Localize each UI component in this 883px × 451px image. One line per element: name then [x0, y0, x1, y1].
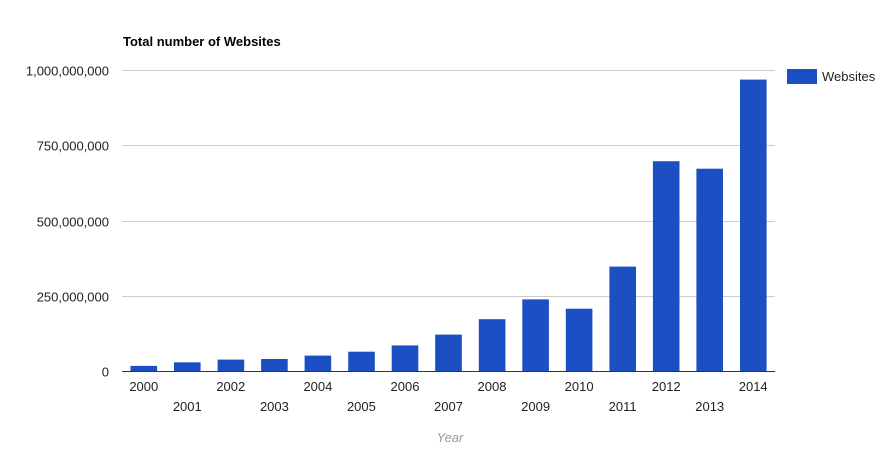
- bar-2008[interactable]: [478, 319, 506, 371]
- bar-2011[interactable]: [609, 266, 636, 371]
- bar-2013[interactable]: [696, 168, 723, 371]
- x-tick-label: 2010: [565, 379, 594, 394]
- legend-label-websites: Websites: [822, 69, 876, 84]
- x-tick-label: 2006: [391, 379, 420, 394]
- x-axis-label: Year: [437, 430, 464, 445]
- x-tick-label: 2012: [652, 379, 681, 394]
- bar-2000[interactable]: [130, 365, 158, 371]
- y-tick-label: 0: [102, 365, 109, 380]
- bar-2006[interactable]: [391, 345, 419, 371]
- x-tick-label: 2013: [695, 399, 724, 414]
- bar-2010[interactable]: [565, 308, 593, 371]
- x-axis-ticks: 2000 2001 2002 2003 2004 2005 2006 2007 2008 2009…: [129, 379, 767, 414]
- x-tick-label: 2003: [260, 399, 289, 414]
- x-tick-label: 2008: [478, 379, 507, 394]
- y-tick-label: 750,000,000: [37, 139, 109, 154]
- y-tick-label: 1,000,000,000: [26, 64, 109, 79]
- x-tick-label: 2001: [173, 399, 202, 414]
- bar-2014[interactable]: [740, 79, 767, 371]
- y-tick-label: 500,000,000: [37, 215, 109, 230]
- bar-2009[interactable]: [522, 299, 549, 371]
- x-tick-label: 2002: [216, 379, 245, 394]
- bars: [130, 79, 767, 371]
- x-tick-label: 2011: [609, 399, 637, 414]
- legend[interactable]: Websites: [787, 69, 876, 84]
- bar-2005[interactable]: [348, 351, 375, 371]
- bar-2007[interactable]: [435, 334, 462, 371]
- y-axis-ticks: 0 250,000,000 500,000,000 750,000,000 1,000,…: [26, 64, 109, 380]
- bar-2003[interactable]: [261, 359, 288, 371]
- bar-2004[interactable]: [304, 355, 332, 371]
- x-tick-label: 2005: [347, 399, 376, 414]
- x-tick-label: 2000: [129, 379, 158, 394]
- x-tick-label: 2009: [521, 399, 550, 414]
- bar-2002[interactable]: [217, 359, 245, 371]
- y-tick-label: 250,000,000: [37, 290, 109, 305]
- bar-2012[interactable]: [652, 161, 680, 371]
- chart-title: Total number of Websites: [123, 34, 281, 49]
- x-tick-label: 2014: [739, 379, 768, 394]
- x-tick-label: 2007: [434, 399, 463, 414]
- x-tick-label: 2004: [303, 379, 332, 394]
- bar-2001[interactable]: [174, 362, 201, 371]
- legend-swatch: [787, 69, 817, 84]
